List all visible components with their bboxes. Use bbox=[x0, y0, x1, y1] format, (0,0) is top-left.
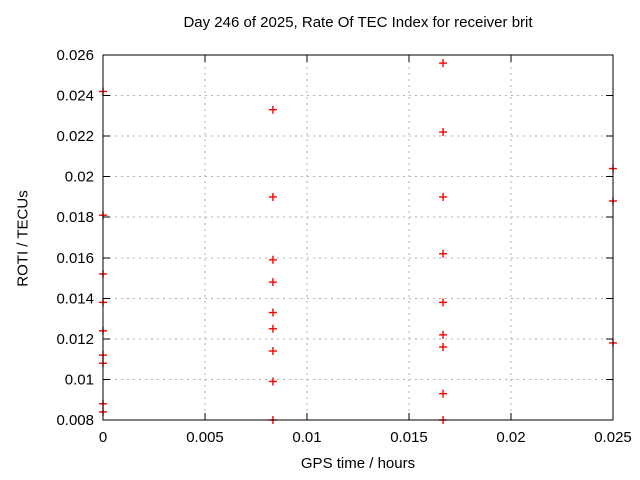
y-tick-label: 0.008 bbox=[56, 412, 94, 429]
x-tick-label: 0 bbox=[99, 429, 107, 446]
y-tick-label: 0.026 bbox=[56, 47, 94, 64]
y-tick-label: 0.01 bbox=[65, 371, 94, 388]
y-tick-label: 0.022 bbox=[56, 128, 94, 145]
x-tick-label: 0.01 bbox=[292, 429, 321, 446]
y-tick-label: 0.02 bbox=[65, 169, 94, 186]
x-tick-label: 0.025 bbox=[594, 429, 632, 446]
x-axis-label: GPS time / hours bbox=[300, 455, 416, 472]
x-tick-label: 0.02 bbox=[496, 429, 525, 446]
x-tick-label: 0.005 bbox=[186, 429, 224, 446]
y-tick-label: 0.012 bbox=[56, 331, 94, 348]
y-tick-label: 0.014 bbox=[56, 290, 94, 307]
y-tick-label: 0.024 bbox=[56, 88, 94, 105]
y-tick-label: 0.018 bbox=[56, 209, 94, 226]
y-tick-label: 0.016 bbox=[56, 250, 94, 267]
chart-title: Day 246 of 2025, Rate Of TEC Index for r… bbox=[183, 14, 533, 31]
plot-border bbox=[102, 54, 614, 421]
x-tick-label: 0.015 bbox=[390, 429, 428, 446]
